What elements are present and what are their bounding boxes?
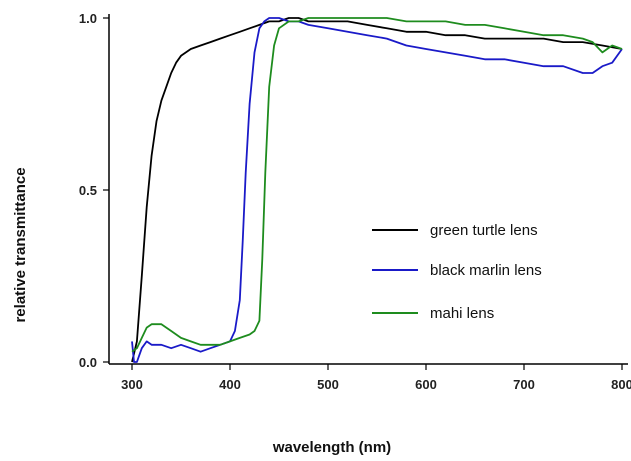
y-ticks: 0.0 0.5 1.0 <box>79 11 109 370</box>
x-axis-title: wavelength (nm) <box>272 439 391 456</box>
x-tick-label: 800 <box>611 377 631 392</box>
series-line-green-turtle <box>131 17 623 363</box>
series-line-black-marlin <box>131 17 623 363</box>
legend-item-mahi: mahi lens <box>372 305 494 322</box>
x-tick-label: 700 <box>513 377 535 392</box>
x-tick-label: 600 <box>415 377 437 392</box>
legend-item-green-turtle: green turtle lens <box>372 222 538 239</box>
legend-item-black-marlin: black marlin lens <box>372 262 542 279</box>
y-tick-label: 0.5 <box>79 183 97 198</box>
plot-area <box>108 14 628 365</box>
legend-label-green-turtle: green turtle lens <box>430 222 538 239</box>
y-tick-label: 0.0 <box>79 355 97 370</box>
y-tick-label: 1.0 <box>79 11 97 26</box>
y-axis-title: relative transmittance <box>12 167 29 322</box>
x-ticks: 300 400 500 600 700 800 <box>121 364 631 392</box>
series-line-mahi <box>131 17 623 353</box>
legend-label-mahi: mahi lens <box>430 305 494 322</box>
legend-label-black-marlin: black marlin lens <box>430 262 542 279</box>
x-tick-label: 500 <box>317 377 339 392</box>
series-layer <box>131 17 623 363</box>
x-tick-label: 300 <box>121 377 143 392</box>
legend: green turtle lens black marlin lens mahi… <box>372 222 542 322</box>
x-tick-label: 400 <box>219 377 241 392</box>
